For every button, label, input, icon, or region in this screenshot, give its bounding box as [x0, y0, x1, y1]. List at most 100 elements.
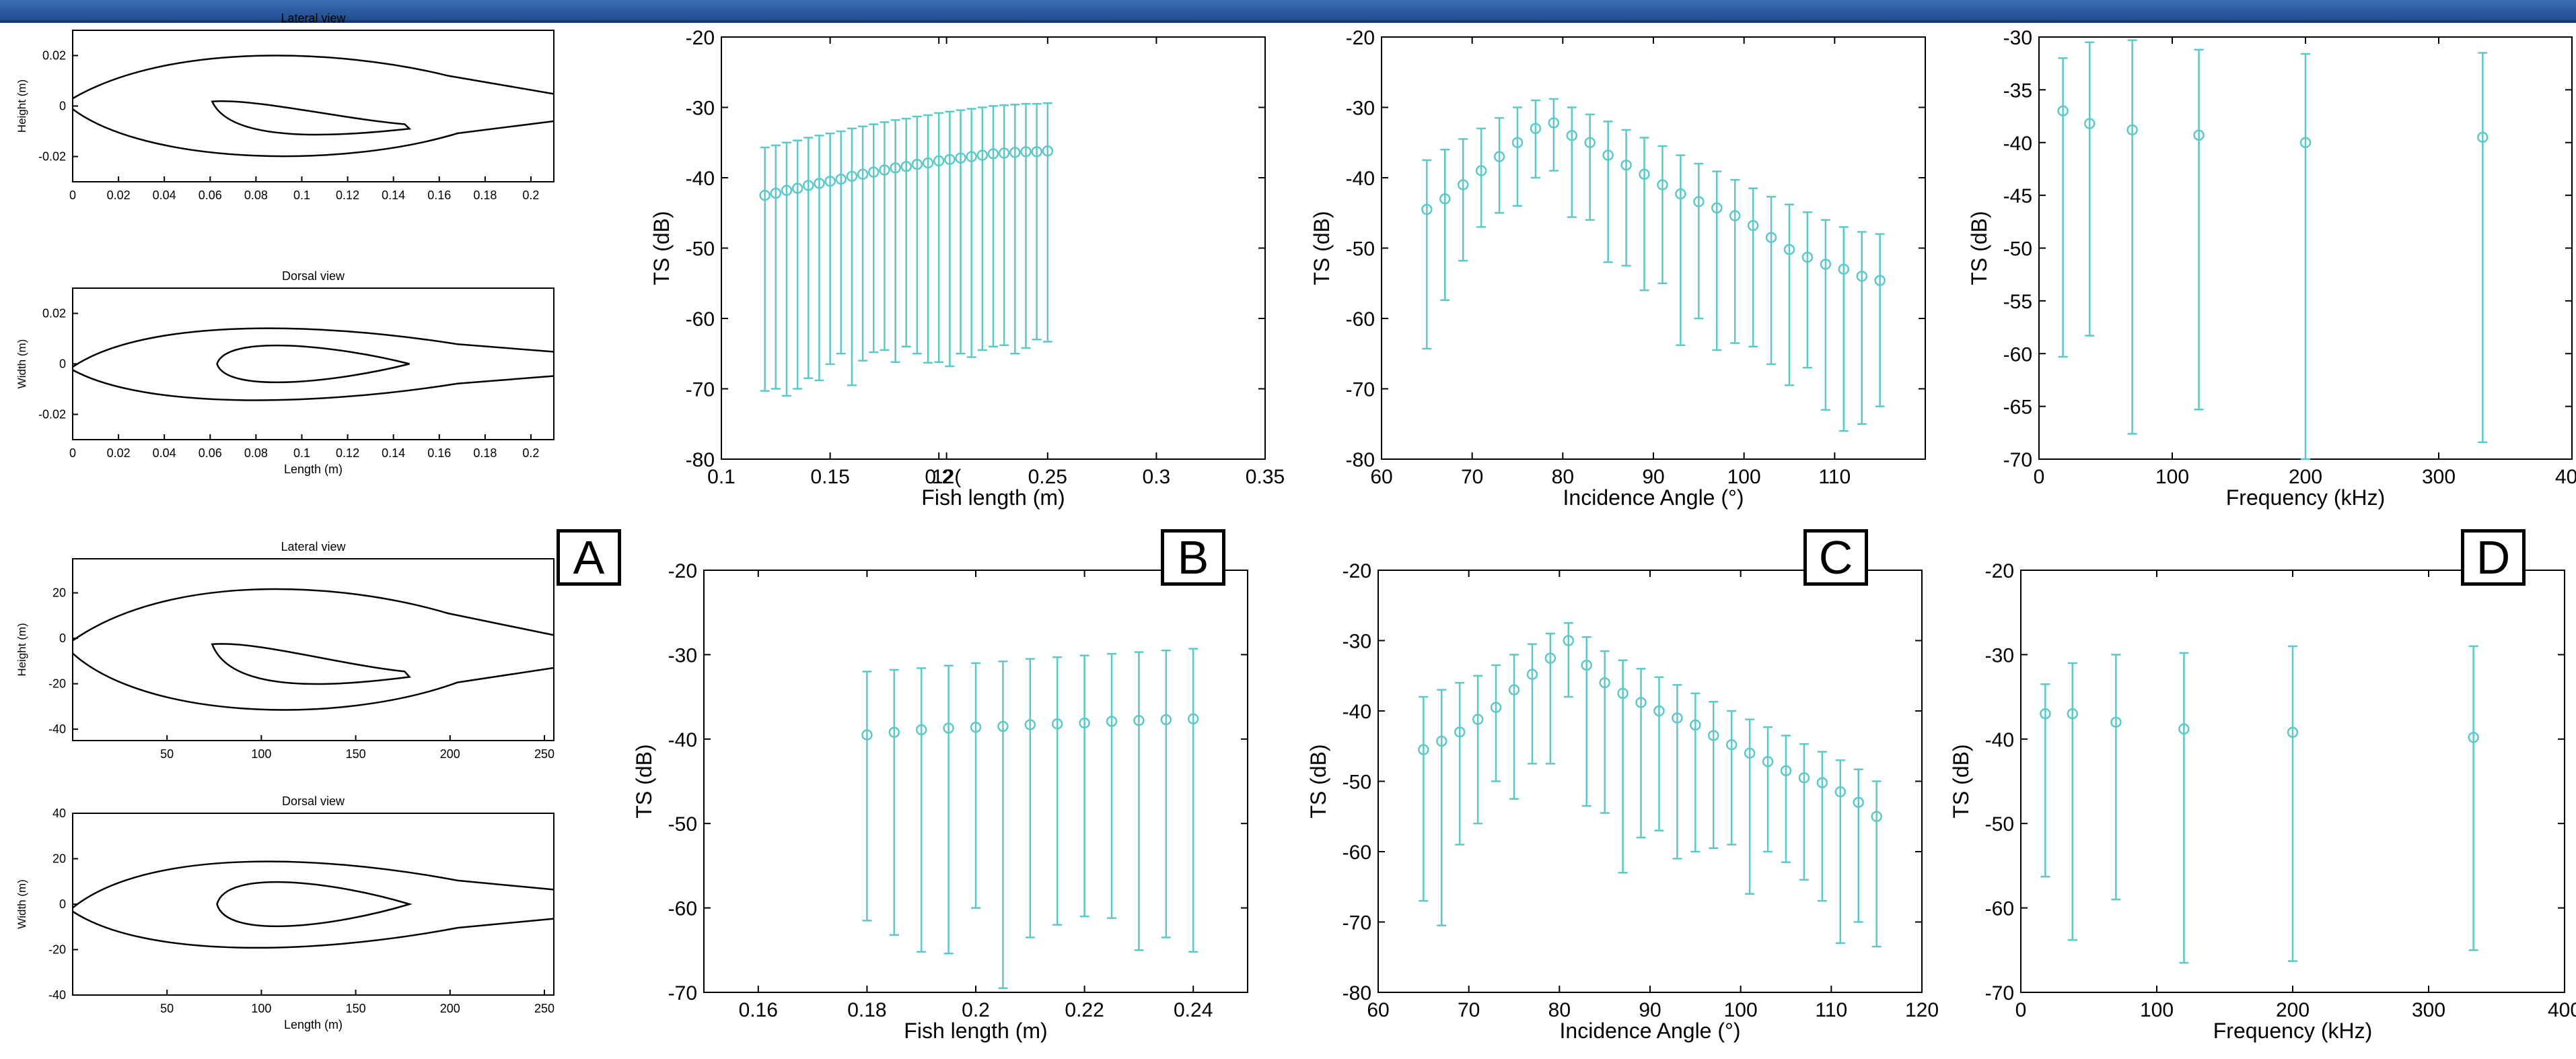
x-tick-label: 50 — [160, 1002, 174, 1015]
y-tick-label: -40 — [686, 168, 715, 190]
data-point — [770, 187, 782, 199]
data-point — [911, 158, 923, 170]
y-tick-label: -60 — [1343, 842, 1371, 864]
data-point — [1780, 765, 1792, 777]
x-tick-label: 0.1 — [293, 189, 310, 202]
data-point — [997, 720, 1009, 732]
x-tick-label: 0.04 — [153, 189, 176, 202]
data-point — [1490, 702, 1502, 714]
data-point — [803, 180, 814, 191]
outline-title: Dorsal view — [282, 269, 345, 283]
data-point — [1548, 117, 1560, 129]
data-point — [1853, 796, 1864, 809]
y-tick-label: -80 — [686, 449, 715, 471]
x-tick-label: 0.12 — [336, 446, 359, 460]
data-point — [915, 724, 927, 736]
y-tick-label: 0 — [59, 631, 66, 645]
data-point — [1708, 730, 1719, 741]
x-tick-label: 0.08 — [244, 189, 268, 202]
data-point — [1744, 747, 1756, 759]
y-tick-label: -70 — [2003, 449, 2032, 471]
x-tick-label: 110 — [1815, 999, 1847, 1021]
data-point — [2468, 732, 2479, 743]
x-tick-label: 150 — [346, 747, 366, 761]
swimbladder-outline — [211, 100, 412, 136]
x-tick-label: 0.14 — [382, 189, 405, 202]
outline-ylabel: Width (m) — [15, 339, 28, 389]
x-tick-label: 80 — [1548, 999, 1571, 1021]
x-tick-label: 110 — [1818, 466, 1851, 488]
x-tick-label: 0.02 — [107, 446, 131, 460]
x-axis-label: Frequency (kHz) — [2226, 485, 2386, 510]
outline-panel-1: 0 0.02 0.04 0.06 0.08 0.1 0.12 0.14 0.16 0.18 0.2 0… — [15, 11, 554, 202]
y-tick-label: -30 — [2003, 27, 2032, 49]
y-tick-label: -40 — [668, 729, 697, 751]
y-tick-label: 20 — [52, 852, 66, 866]
y-tick-label: -45 — [2003, 185, 2032, 207]
data-point — [1834, 786, 1847, 798]
data-point — [1816, 777, 1828, 788]
x-tick-label: 0.18 — [847, 999, 886, 1021]
y-tick-label: -60 — [2003, 343, 2032, 366]
data-point — [1526, 669, 1538, 680]
outline-title: Lateral view — [281, 11, 346, 25]
y-axis-label: TS (dB) — [649, 211, 674, 285]
data-point — [2057, 105, 2069, 116]
x-tick-label: 250 — [534, 747, 554, 761]
data-point — [861, 729, 873, 741]
panel-label-a: A — [557, 529, 621, 586]
data-point — [976, 149, 989, 161]
y-tick-label: -40 — [2003, 133, 2032, 155]
data-point — [1871, 811, 1882, 822]
outline-title: Lateral view — [281, 540, 346, 553]
x-tick-label: 200 — [440, 747, 460, 761]
data-point — [1675, 188, 1686, 200]
y-tick-label: -70 — [1343, 912, 1371, 934]
data-point — [1838, 263, 1850, 275]
y-tick-label: -65 — [2003, 397, 2032, 419]
x-tick-label: 70 — [1458, 999, 1480, 1021]
chart-C-bottom: 60 70 80 90 100 110 120 -20 -30 -40 -50 -60 -70 -80 In… — [1306, 560, 1939, 1043]
x-tick-label: 0.24 — [1174, 999, 1213, 1021]
data-point — [2040, 708, 2051, 720]
data-point — [998, 147, 1010, 159]
axes-box — [1381, 36, 1926, 460]
y-tick-label: -20 — [48, 677, 66, 691]
x-tick-label: 0.25 — [1028, 466, 1067, 488]
x-tick-label: 0.14 — [382, 446, 405, 460]
y-tick-label: -60 — [686, 308, 715, 331]
data-point — [1511, 137, 1524, 148]
data-point — [781, 184, 793, 197]
y-tick-label: -30 — [668, 644, 697, 667]
y-axis-label: TS (dB) — [1949, 744, 1973, 818]
data-point — [943, 722, 954, 734]
data-point — [1493, 151, 1505, 162]
x-tick-label: 0.15 — [810, 466, 849, 488]
y-axis-label: TS (dB) — [1306, 744, 1330, 818]
data-point — [987, 148, 999, 160]
data-point — [2178, 723, 2190, 735]
data-point — [2083, 118, 2096, 129]
x-tick-label: 200 — [2276, 999, 2310, 1021]
x-tick-label: 0.16 — [427, 189, 451, 202]
y-tick-label: -70 — [1346, 379, 1375, 401]
x-tick-label: 100 — [251, 747, 271, 761]
data-point — [791, 182, 803, 194]
x-tick-label: 120 — [1905, 999, 1939, 1021]
data-point — [1439, 193, 1451, 205]
outline-xlabel: Length (m) — [284, 1018, 343, 1031]
data-point — [857, 168, 869, 180]
x-tick-label: 0.18 — [473, 189, 497, 202]
data-point — [1421, 203, 1433, 215]
x-axis-label: Frequency (kHz) — [2213, 1019, 2373, 1043]
x-tick-label: 300 — [2412, 999, 2445, 1021]
data-point — [955, 152, 966, 164]
data-point — [1874, 275, 1886, 286]
y-tick-label: -20 — [1346, 27, 1375, 49]
chart-C-top: 60 70 80 90 100 110 12(-20 -30 -40 -50 -60 -70 -80 In… — [932, 27, 1926, 510]
y-axis-label: TS (dB) — [1967, 211, 1991, 285]
axes-box — [72, 287, 554, 440]
y-tick-label: -55 — [2003, 291, 2032, 313]
